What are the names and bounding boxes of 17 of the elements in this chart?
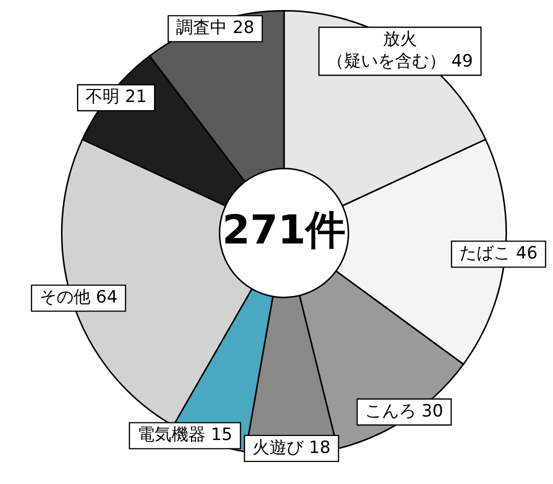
data-label: 18 (308, 438, 331, 458)
slice-label: 火遊び (252, 438, 304, 458)
slice-label: たばこ (460, 244, 511, 264)
slice-label: 調査中 (176, 18, 228, 38)
slice-label: その他 (39, 288, 90, 308)
slice-label: こんろ (365, 401, 416, 422)
data-label: 30 (422, 401, 444, 422)
slice-label: 電気機器 (137, 425, 206, 446)
data-label: 46 (516, 244, 538, 264)
data-label: 28 (232, 18, 254, 38)
slice-label: 不明 (86, 87, 120, 108)
data-label: 21 (125, 87, 147, 108)
data-label: 64 (96, 288, 118, 308)
text: 271件 (222, 207, 346, 254)
data-label: 15 (210, 425, 232, 446)
data-label: 49 (451, 52, 474, 72)
slice-label: 放火（疑いを含む） (326, 30, 446, 72)
